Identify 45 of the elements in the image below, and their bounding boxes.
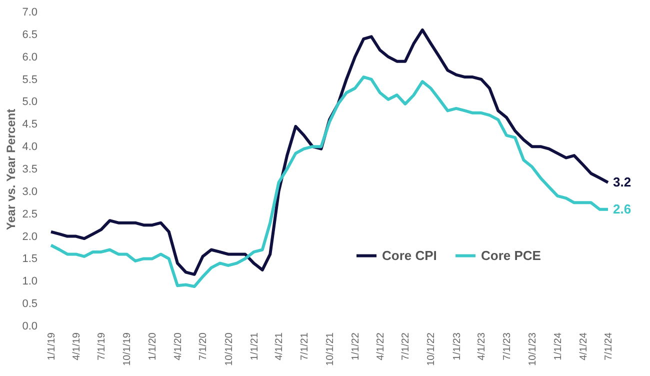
x-tick-label: 4/1/20 xyxy=(172,332,184,360)
y-tick-label: 5.5 xyxy=(22,74,38,86)
x-tick-label: 7/1/24 xyxy=(604,332,614,360)
y-tick-label: 2.5 xyxy=(22,208,38,220)
y-tick-label: 7.0 xyxy=(22,6,38,18)
legend-label: Core CPI xyxy=(382,248,437,263)
y-tick-label: 3.0 xyxy=(22,186,38,198)
x-tick-label: 4/1/21 xyxy=(274,332,286,360)
x-tick-label: 1/1/19 xyxy=(46,332,58,360)
x-tick-label: 10/1/21 xyxy=(325,332,336,366)
x-tick-label: 10/1/22 xyxy=(426,332,438,366)
x-tick-label: 7/1/20 xyxy=(198,332,210,360)
x-tick-label: 10/1/23 xyxy=(527,332,538,366)
x-tick-label: 1/1/23 xyxy=(452,332,463,360)
x-tick-label: 1/1/20 xyxy=(148,332,159,360)
x-tick-label: 7/1/21 xyxy=(299,332,310,360)
y-tick-label: 6.0 xyxy=(22,51,38,64)
y-tick-label: 3.5 xyxy=(22,164,38,176)
data-label: 2.6 xyxy=(613,201,632,216)
data-label: 3.2 xyxy=(613,174,632,190)
line-series xyxy=(50,76,610,288)
x-tick-label: 7/1/23 xyxy=(502,332,513,360)
x-tick-label: 1/1/21 xyxy=(249,332,260,360)
x-tick-label: 10/1/20 xyxy=(224,332,235,366)
legend-label: Core PCE xyxy=(481,248,542,263)
y-tick-label: 4.0 xyxy=(22,141,38,154)
x-tick-label: 4/1/24 xyxy=(578,332,590,360)
y-tick-label: 6.5 xyxy=(22,28,38,41)
x-tick-label: 1/1/24 xyxy=(553,332,564,360)
y-tick-label: 5.0 xyxy=(22,96,38,108)
y-tick-label: 1.5 xyxy=(22,253,38,266)
x-tick-label: 4/1/19 xyxy=(71,332,82,360)
line-series xyxy=(50,28,610,276)
y-tick-label: 0.5 xyxy=(22,298,38,310)
x-tick-label: 7/1/22 xyxy=(400,332,412,360)
y-tick-label: 4.5 xyxy=(22,118,38,131)
x-tick-label: 10/1/19 xyxy=(122,332,134,366)
x-tick-label: 1/1/22 xyxy=(350,332,362,360)
y-tick-label: 2.0 xyxy=(22,230,38,243)
y-tick-label: 0.0 xyxy=(22,320,38,332)
y-tick-label: 1.0 xyxy=(22,276,38,288)
x-tick-label: 7/1/19 xyxy=(96,332,108,360)
y-axis-title: Year vs. Year Percent xyxy=(4,108,18,230)
x-tick-label: 4/1/23 xyxy=(476,332,488,360)
x-tick-label: 4/1/22 xyxy=(375,332,386,360)
